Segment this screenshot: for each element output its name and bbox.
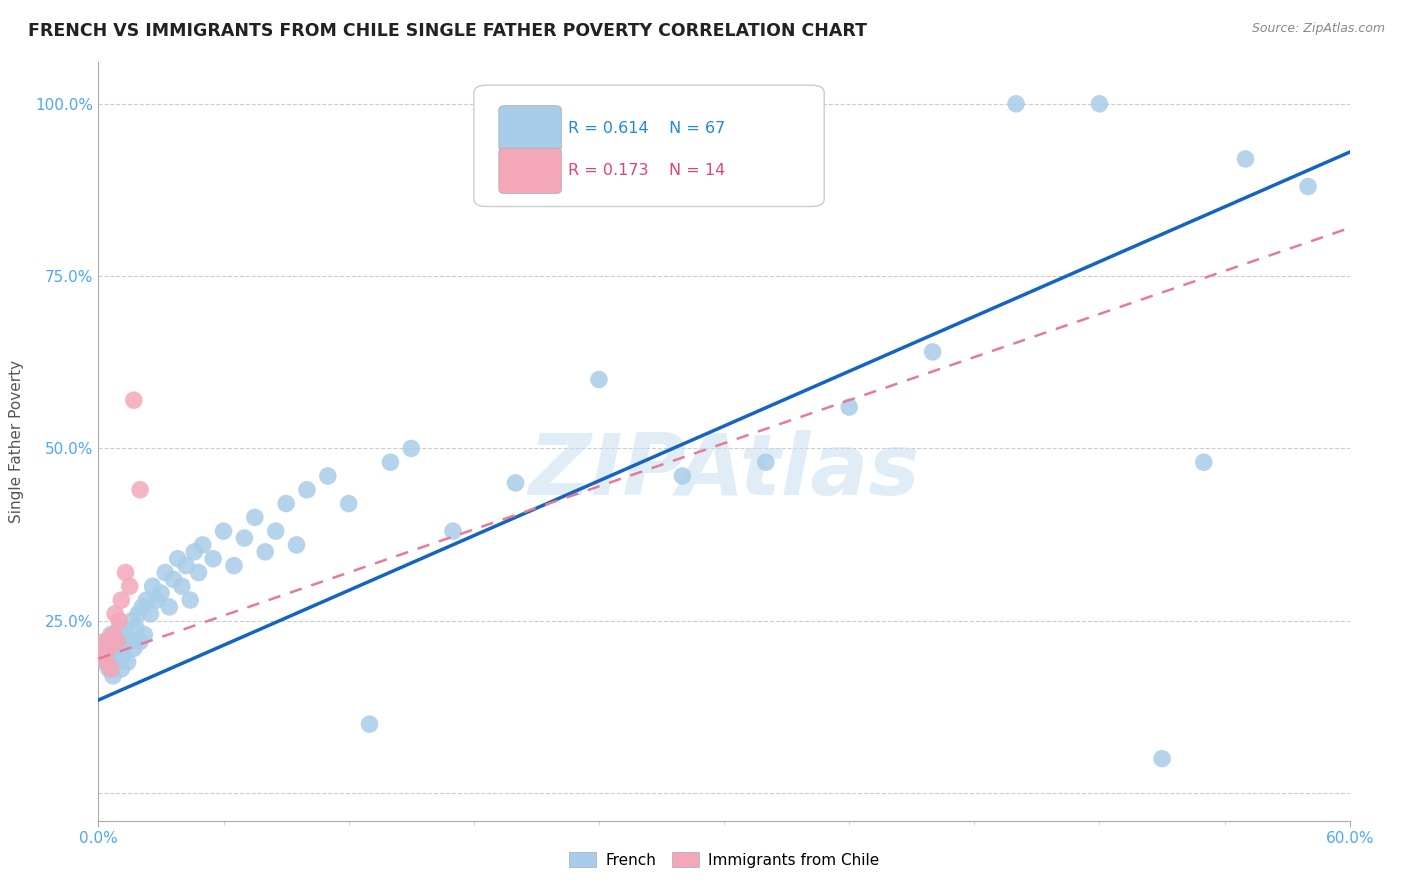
Point: [93, 634, 115, 648]
Point: [1296, 179, 1319, 194]
Point: [755, 455, 778, 469]
Point: [112, 648, 135, 663]
Point: [114, 627, 136, 641]
Point: [174, 558, 197, 573]
Point: [359, 717, 381, 731]
Point: [1005, 96, 1028, 111]
Point: [121, 614, 143, 628]
Point: [401, 442, 423, 456]
Point: [91, 648, 114, 663]
Point: [104, 648, 127, 663]
Point: [146, 593, 169, 607]
Point: [264, 524, 287, 538]
Point: [122, 393, 145, 408]
Point: [118, 634, 141, 648]
Point: [183, 545, 205, 559]
Point: [316, 469, 339, 483]
Point: [295, 483, 318, 497]
Point: [153, 566, 176, 580]
Point: [134, 627, 156, 641]
Text: Source: ZipAtlas.com: Source: ZipAtlas.com: [1251, 22, 1385, 36]
Y-axis label: Single Father Poverty: Single Father Poverty: [10, 360, 24, 523]
FancyBboxPatch shape: [474, 85, 824, 207]
Point: [125, 621, 148, 635]
Point: [157, 599, 180, 614]
Point: [921, 345, 943, 359]
Point: [108, 621, 131, 635]
Point: [101, 627, 124, 641]
Point: [254, 545, 277, 559]
Point: [100, 662, 122, 676]
Point: [222, 558, 245, 573]
Point: [122, 641, 145, 656]
Point: [97, 641, 120, 656]
Point: [129, 483, 152, 497]
Point: [108, 614, 131, 628]
Point: [179, 593, 201, 607]
Point: [117, 655, 139, 669]
Point: [93, 655, 115, 669]
Legend: French, Immigrants from Chile: French, Immigrants from Chile: [562, 846, 886, 873]
Point: [150, 586, 173, 600]
Point: [142, 579, 165, 593]
Point: [166, 551, 188, 566]
Point: [110, 662, 132, 676]
Point: [105, 634, 128, 648]
Point: [212, 524, 235, 538]
Point: [441, 524, 464, 538]
Point: [110, 593, 132, 607]
Point: [671, 469, 693, 483]
Point: [131, 599, 153, 614]
Point: [135, 593, 157, 607]
Point: [191, 538, 214, 552]
Point: [104, 634, 127, 648]
Point: [285, 538, 308, 552]
Point: [162, 573, 184, 587]
Point: [380, 455, 402, 469]
Point: [118, 579, 141, 593]
Point: [97, 641, 120, 656]
Point: [105, 655, 128, 669]
Text: R = 0.614    N = 67: R = 0.614 N = 67: [568, 121, 725, 136]
Point: [139, 607, 162, 621]
Point: [114, 566, 136, 580]
Point: [588, 372, 610, 386]
Point: [202, 551, 225, 566]
Point: [97, 662, 120, 676]
Point: [91, 648, 114, 663]
Point: [101, 669, 124, 683]
Point: [129, 634, 152, 648]
Point: [838, 400, 860, 414]
Point: [187, 566, 209, 580]
Point: [1192, 455, 1215, 469]
Point: [104, 607, 127, 621]
FancyBboxPatch shape: [499, 148, 561, 194]
Point: [170, 579, 193, 593]
Point: [1234, 152, 1257, 166]
Point: [108, 641, 131, 656]
Point: [337, 497, 360, 511]
FancyBboxPatch shape: [499, 105, 561, 151]
Point: [505, 475, 527, 490]
Text: R = 0.173    N = 14: R = 0.173 N = 14: [568, 163, 725, 178]
Text: ZIPAtlas: ZIPAtlas: [529, 430, 920, 514]
Point: [243, 510, 266, 524]
Text: FRENCH VS IMMIGRANTS FROM CHILE SINGLE FATHER POVERTY CORRELATION CHART: FRENCH VS IMMIGRANTS FROM CHILE SINGLE F…: [28, 22, 868, 40]
Point: [127, 607, 149, 621]
Point: [1150, 751, 1173, 765]
Point: [100, 627, 122, 641]
Point: [96, 655, 118, 669]
Point: [96, 634, 118, 648]
Point: [274, 497, 298, 511]
Point: [1088, 96, 1111, 111]
Point: [233, 531, 256, 545]
